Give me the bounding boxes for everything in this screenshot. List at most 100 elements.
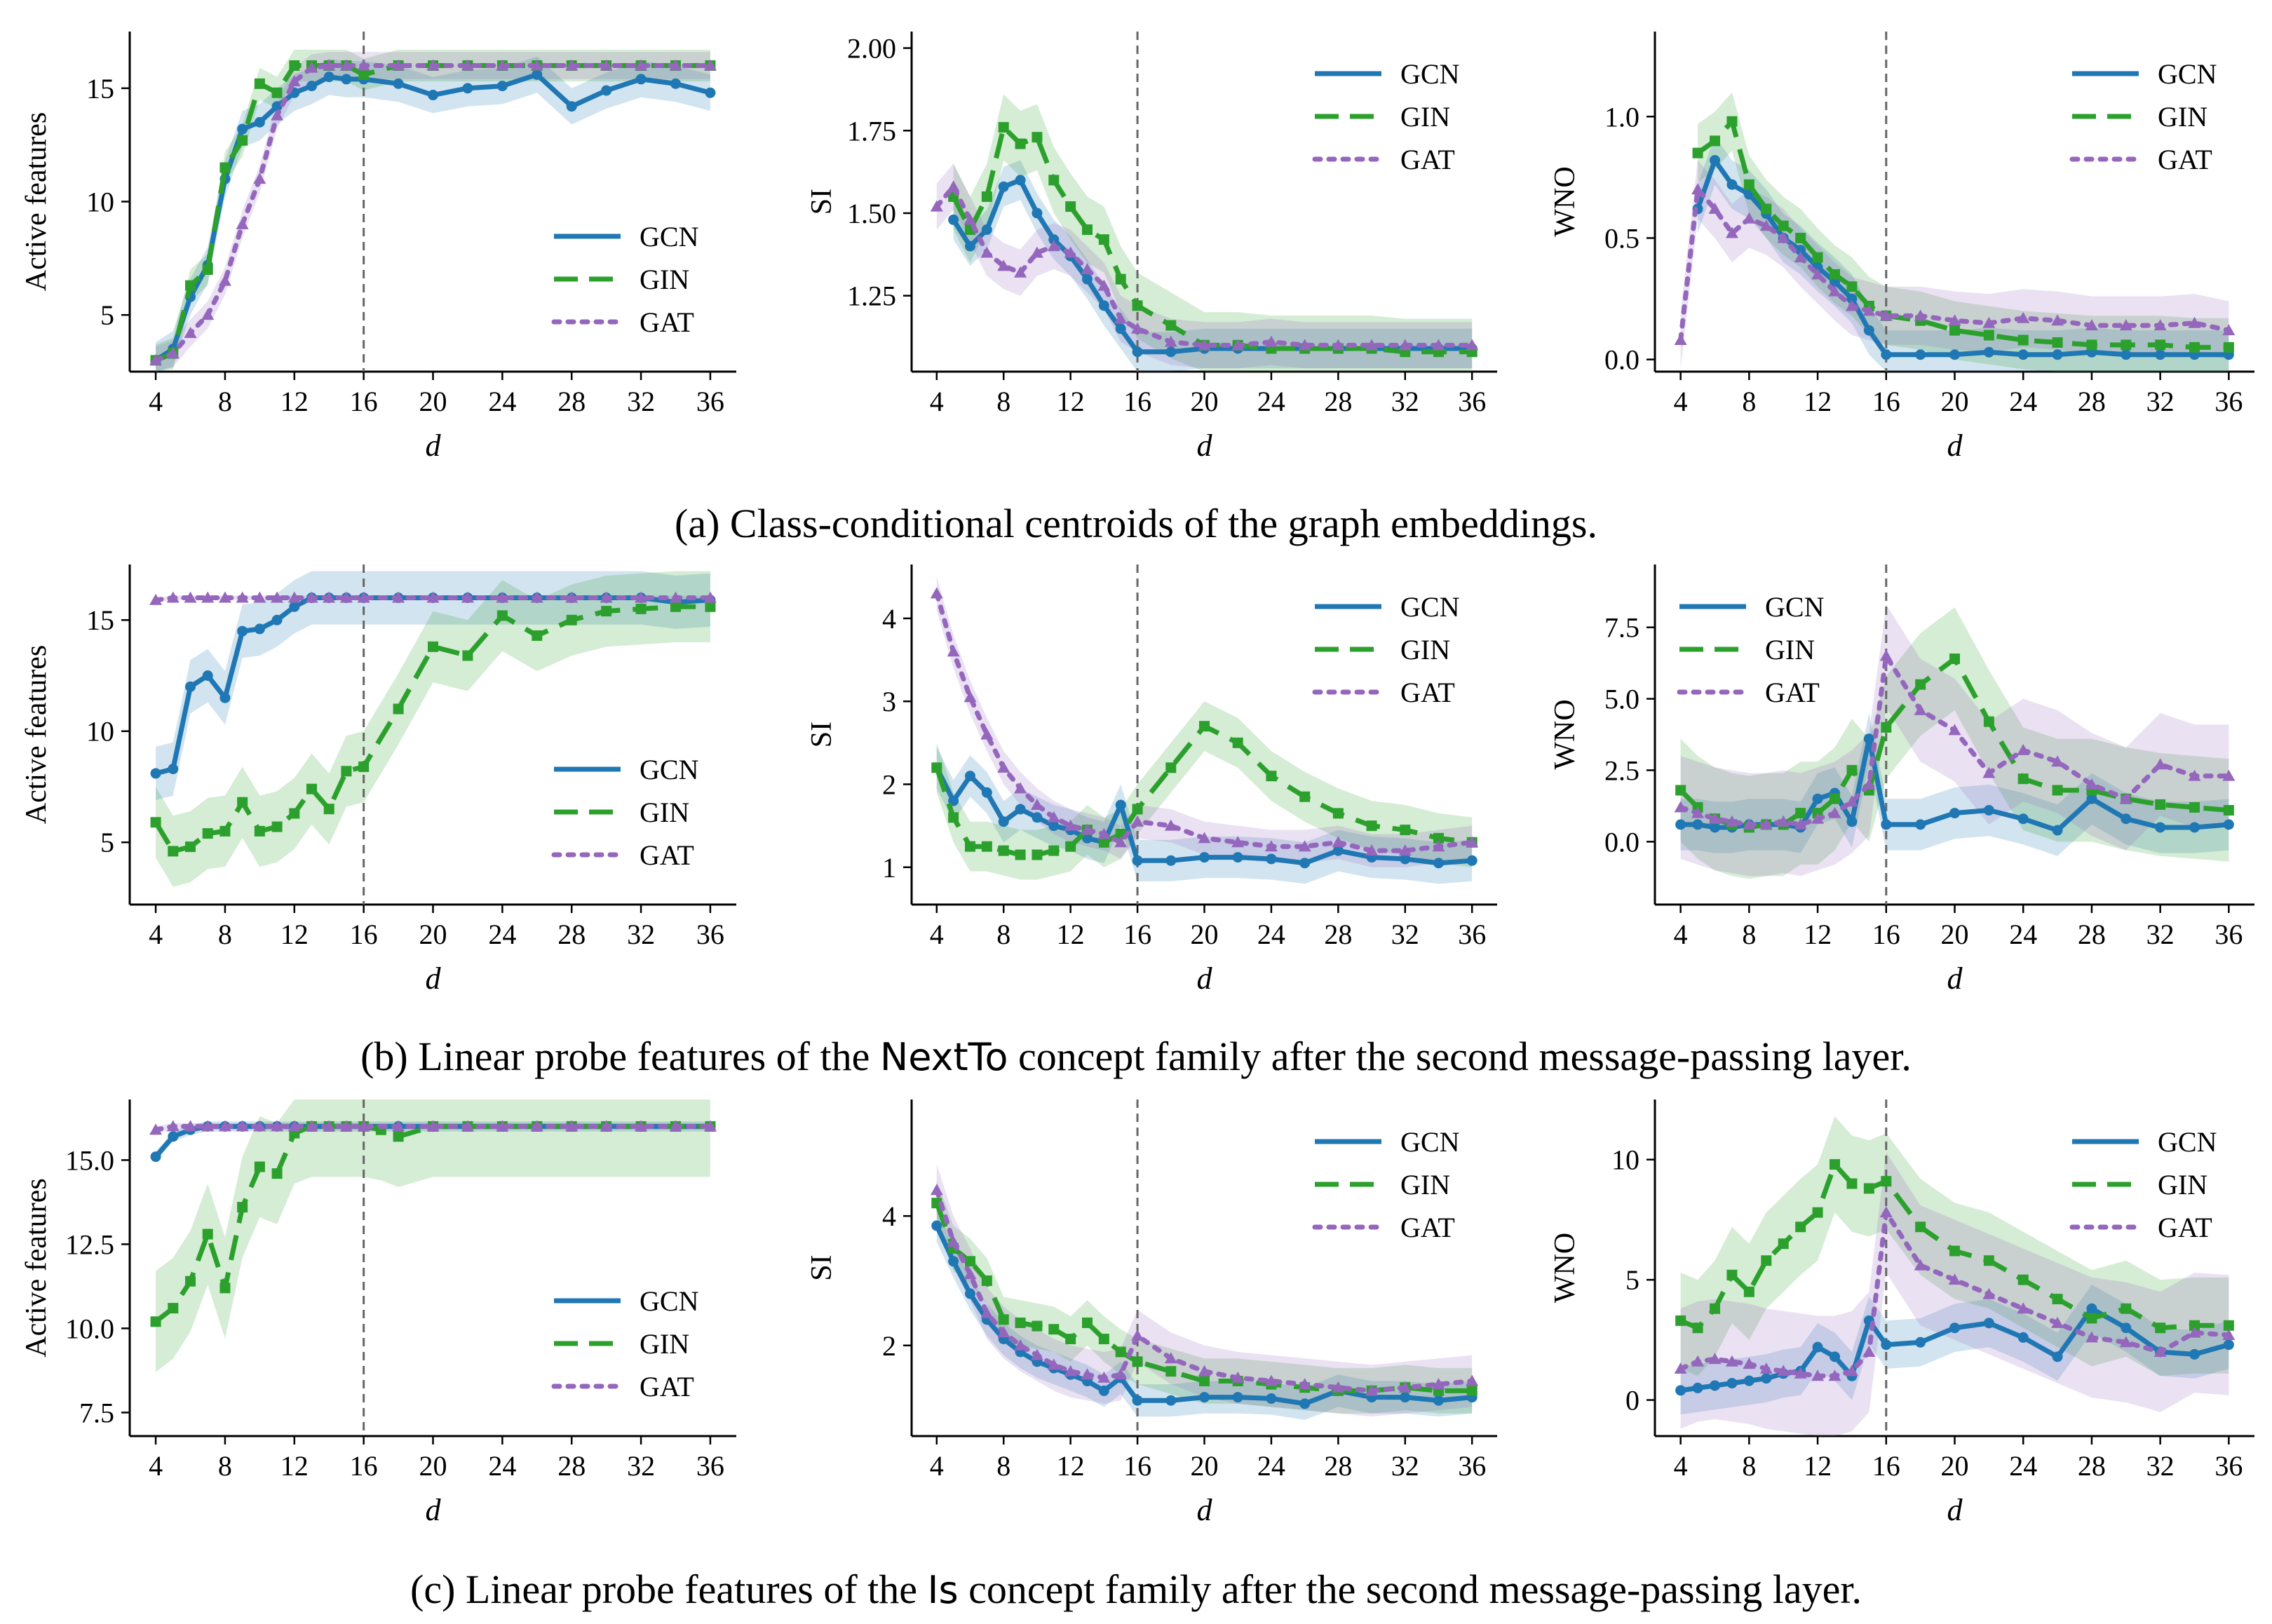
point-gat (1982, 1287, 1996, 1299)
point-gat (2051, 314, 2064, 326)
point-gcn (532, 69, 543, 80)
point-gin (1949, 653, 1960, 664)
point-gcn (1710, 822, 1720, 833)
point-gin (1761, 203, 1772, 215)
x-tick-label: 16 (350, 919, 378, 950)
point-gat (930, 200, 943, 212)
point-gin (254, 78, 265, 89)
point-gin (1881, 722, 1892, 733)
point-gin (219, 162, 231, 173)
point-gin (1743, 1286, 1754, 1297)
point-gat (1777, 1365, 1790, 1376)
point-gin (462, 650, 473, 661)
caption-b: (b) Linear probe features of the NextTo … (0, 1032, 2272, 1082)
point-gat (669, 591, 682, 603)
point-gin (1830, 269, 1840, 280)
x-tick-label: 32 (627, 919, 655, 950)
point-gat (426, 59, 440, 71)
point-gin (981, 191, 992, 202)
point-gcn (1115, 799, 1126, 811)
point-gcn (2052, 1351, 2063, 1362)
point-gat (426, 1120, 440, 1132)
point-gat (1064, 819, 1077, 831)
x-tick-label: 4 (930, 1450, 944, 1482)
point-gin (566, 614, 577, 625)
point-gat (2188, 769, 2201, 781)
point-gcn (2086, 1303, 2097, 1314)
legend-label-gin: GIN (2158, 1169, 2207, 1200)
band-gat (1680, 1152, 2229, 1436)
y-tick-label: 1.75 (847, 115, 896, 147)
point-gat (184, 327, 197, 339)
point-gat (1777, 815, 1790, 827)
caption-a: (a) Class-conditional centroids of the g… (0, 499, 2272, 548)
point-gat (963, 1268, 977, 1280)
point-gcn (1232, 1392, 1243, 1403)
legend-label-gcn: GCN (2158, 1126, 2217, 1158)
point-gcn (289, 601, 300, 612)
point-gat (271, 1120, 284, 1132)
y-tick-label: 2 (882, 1330, 896, 1362)
point-gcn (1015, 804, 1026, 815)
line-gin (1696, 119, 2229, 350)
point-gat (2119, 1336, 2132, 1348)
x-tick-label: 32 (627, 386, 655, 417)
point-gat (1708, 812, 1722, 824)
point-gat (218, 591, 231, 603)
point-gat (635, 59, 648, 71)
y-tick-label: 0.0 (1604, 344, 1639, 376)
legend-label-gat: GAT (640, 839, 694, 871)
point-gat (1743, 1358, 1756, 1369)
y-axis-label: Active features (20, 1178, 53, 1357)
point-gcn (237, 625, 248, 637)
point-gin (2155, 799, 2166, 810)
point-gat (288, 591, 301, 603)
point-gcn (1830, 1351, 1840, 1362)
point-gcn (998, 181, 1009, 192)
point-gin (1266, 771, 1277, 782)
y-tick-label: 0.0 (1604, 826, 1639, 858)
point-gcn (341, 74, 352, 85)
y-tick-label: 10 (86, 187, 114, 218)
point-gcn (462, 83, 473, 94)
point-gat (1398, 1381, 1412, 1393)
point-gcn (1915, 1337, 1926, 1348)
point-gin (2017, 1274, 2029, 1285)
point-gat (1879, 649, 1893, 661)
chart-a2: 4 8 12 16 20 24 28 32 36 1.25 1.50 1.75 2.00 d SI GCN GI… (806, 32, 1497, 463)
point-gat (1081, 1368, 1094, 1380)
x-tick-label: 16 (350, 386, 378, 417)
point-gcn (1400, 1392, 1411, 1403)
x-tick-label: 16 (1872, 1450, 1900, 1482)
point-gat (1198, 832, 1211, 844)
y-tick-label: 5 (1625, 1264, 1639, 1296)
point-gat (461, 591, 474, 603)
x-tick-label: 20 (1191, 386, 1219, 417)
x-tick-label: 28 (1324, 386, 1352, 417)
point-gin (185, 841, 196, 853)
chart-b1: 4 8 12 16 20 24 28 32 36 5 10 15 d Active features GCN… (20, 564, 736, 996)
point-gin (981, 841, 992, 852)
point-gcn (1266, 853, 1277, 865)
point-gat (1398, 844, 1412, 856)
point-gcn (2017, 813, 2029, 825)
point-gin (1466, 1385, 1478, 1396)
point-gat (461, 59, 474, 71)
point-gin (2223, 341, 2234, 353)
point-gin (635, 603, 647, 614)
point-gcn (998, 816, 1009, 827)
point-gat (1948, 1273, 1961, 1285)
point-gin (1983, 716, 1994, 727)
y-tick-label: 4 (882, 603, 896, 635)
point-gat (1164, 335, 1177, 347)
x-tick-label: 4 (1674, 919, 1688, 950)
x-tick-label: 12 (1057, 386, 1085, 417)
caption-b-concept: NextTo (879, 1035, 1008, 1079)
x-tick-label: 12 (1057, 919, 1085, 950)
point-gcn (566, 101, 577, 112)
x-tick-label: 32 (2146, 386, 2175, 417)
point-gin (1881, 1176, 1892, 1187)
point-gcn (1132, 1395, 1143, 1406)
point-gcn (2155, 822, 2166, 833)
point-gcn (1675, 819, 1686, 830)
